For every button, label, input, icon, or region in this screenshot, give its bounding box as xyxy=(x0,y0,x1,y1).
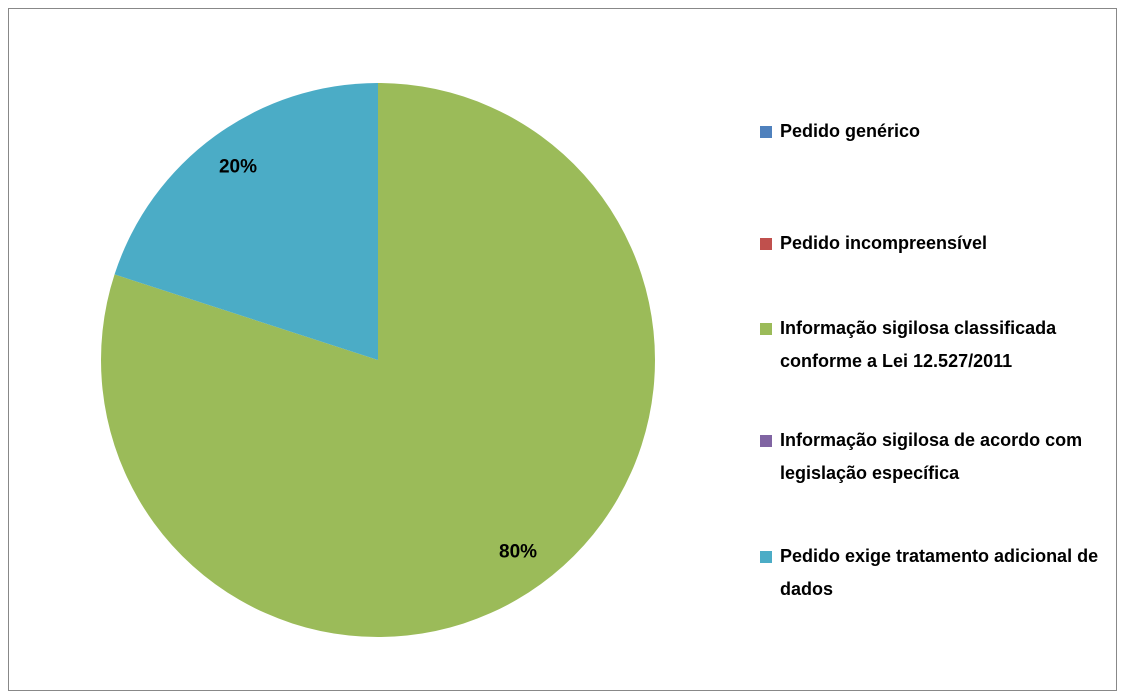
legend-label: Pedido incompreensível xyxy=(780,233,988,253)
legend-swatch xyxy=(760,323,772,335)
legend-label: Informação sigilosa de acordo com legisl… xyxy=(780,430,1083,483)
legend-swatch xyxy=(760,126,772,138)
data-label: 20% xyxy=(219,156,257,177)
legend-swatch xyxy=(760,551,772,563)
legend-item: Pedido exige tratamento adicional de dad… xyxy=(760,540,1100,606)
legend-swatch xyxy=(760,435,772,447)
legend-item: Pedido genérico xyxy=(760,115,1100,148)
legend-label: Informação sigilosa classificada conform… xyxy=(780,318,1057,371)
legend-item: Informação sigilosa de acordo com legisl… xyxy=(760,424,1100,490)
pie-slice xyxy=(114,83,378,360)
legend-label: Pedido exige tratamento adicional de dad… xyxy=(780,546,1099,599)
legend-label: Pedido genérico xyxy=(780,121,921,141)
legend-item: Informação sigilosa classificada conform… xyxy=(760,312,1100,378)
data-label: 80% xyxy=(499,542,537,563)
legend-item: Pedido incompreensível xyxy=(760,227,1100,260)
legend-swatch xyxy=(760,238,772,250)
